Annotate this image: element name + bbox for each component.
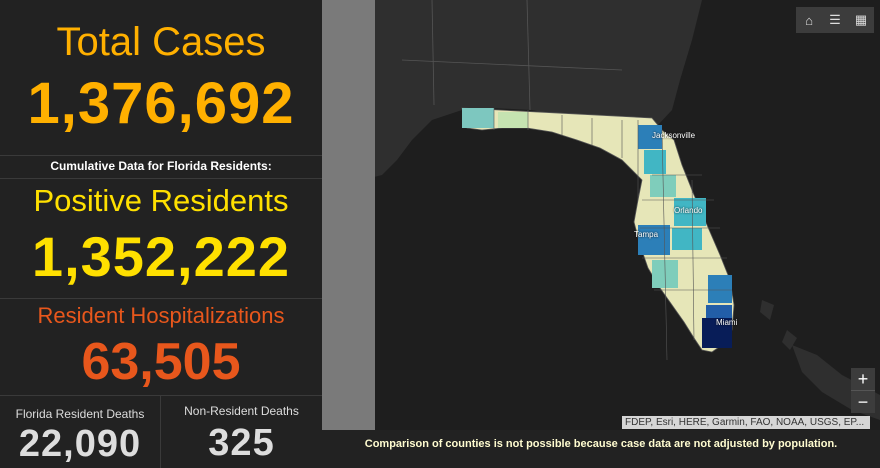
map-attribution[interactable]: FDEP, Esri, HERE, Garmin, FAO, NOAA, USG… bbox=[622, 416, 870, 429]
county-panhandle-mid bbox=[498, 112, 528, 128]
zoom-controls: + − bbox=[851, 368, 875, 413]
bahamas bbox=[760, 300, 797, 350]
basemap-gallery-icon[interactable]: ▦ bbox=[854, 12, 868, 27]
florida-deaths-value: 22,090 bbox=[18, 423, 142, 465]
land-mass bbox=[322, 0, 702, 180]
map-footer-note: Comparison of counties is not possible b… bbox=[322, 430, 880, 467]
county-orlando bbox=[674, 198, 706, 226]
cumulative-data-label: Cumulative Data for Florida Residents: bbox=[0, 155, 322, 175]
map-view[interactable]: Jacksonville Orlando Tampa Miami ⌂ ☰ ▦ +… bbox=[322, 0, 880, 467]
florida-deaths-card: Florida Resident Deaths 22,090 bbox=[0, 396, 161, 468]
map-toolbar: ⌂ ☰ ▦ bbox=[796, 7, 874, 33]
county-polk bbox=[672, 228, 702, 250]
map-overlay-band bbox=[322, 0, 375, 432]
hospitalizations-label: Resident Hospitalizations bbox=[0, 298, 322, 333]
total-cases-label: Total Cases bbox=[56, 20, 266, 64]
county-boundaries bbox=[493, 108, 732, 361]
florida-county-map[interactable] bbox=[322, 0, 880, 467]
deaths-row: Florida Resident Deaths 22,090 Non-Resid… bbox=[0, 395, 322, 468]
total-cases-value: 1,376,692 bbox=[27, 71, 295, 136]
city-label-jacksonville: Jacksonville bbox=[652, 131, 696, 140]
nonresident-deaths-value: 325 bbox=[208, 422, 275, 464]
stats-panel: Total Cases 1,376,692 Cumulative Data fo… bbox=[0, 0, 323, 468]
city-label-orlando: Orlando bbox=[674, 206, 703, 215]
state-boundary-lines bbox=[401, 0, 623, 111]
nonresident-deaths-card: Non-Resident Deaths 325 bbox=[161, 396, 322, 468]
zoom-in-button[interactable]: + bbox=[857, 369, 869, 389]
county-palm-beach bbox=[708, 275, 732, 303]
hospitalizations-value: 63,505 bbox=[81, 333, 241, 391]
county-jacksonville bbox=[638, 125, 662, 149]
nonresident-deaths-label: Non-Resident Deaths bbox=[184, 404, 299, 418]
county-broward bbox=[706, 305, 732, 319]
legend-icon[interactable]: ☰ bbox=[829, 12, 841, 27]
positive-residents-value: 1,352,222 bbox=[31, 225, 291, 288]
city-label-miami: Miami bbox=[716, 318, 738, 327]
zoom-out-button[interactable]: − bbox=[851, 390, 875, 413]
county-miami-dade bbox=[702, 318, 732, 348]
home-icon[interactable]: ⌂ bbox=[805, 12, 813, 28]
city-label-tampa: Tampa bbox=[634, 230, 659, 239]
county-north-central bbox=[644, 150, 666, 174]
florida-deaths-label: Florida Resident Deaths bbox=[15, 407, 145, 421]
county-panhandle-west bbox=[462, 108, 494, 128]
positive-residents-label: Positive Residents bbox=[0, 178, 322, 223]
